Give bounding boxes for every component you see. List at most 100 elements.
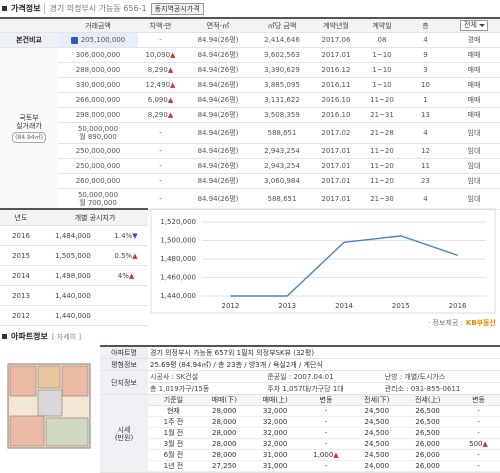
cell-text: -	[159, 147, 162, 155]
room	[37, 389, 63, 417]
y-tick-label: 1,520,000	[160, 218, 196, 226]
cell-text: 2,943,254	[264, 162, 300, 170]
cell-text: 84.94(26평)	[197, 129, 239, 137]
cell: 26,500	[402, 416, 454, 428]
cell-text: 1월 전	[163, 429, 184, 437]
cell: 50,000,000 월 700,000	[58, 188, 138, 210]
cell: 24,500	[351, 405, 403, 417]
cell: 24,000	[351, 460, 403, 472]
cell-text: 임대	[467, 162, 481, 170]
cell: 1년 전	[148, 460, 199, 472]
cell: -	[138, 188, 183, 210]
cell: 2017.01	[311, 173, 361, 189]
cell: 2,943,254	[253, 143, 311, 159]
column-header: 개별 공시지가	[42, 208, 148, 226]
price-body: 기준일 매매(下) 매매(上) 변동 전세(下) 전세(上) 변동 현재 28,000 32,00…	[148, 395, 500, 472]
group-label-line: 실거래가	[16, 122, 42, 130]
column-header: 전세(上)	[402, 395, 454, 406]
cell-text: 205,100,000	[80, 36, 126, 44]
cell: 3,885,095	[253, 77, 311, 93]
cell: 84.94(26평)	[183, 122, 253, 144]
cell-text: 3월 전	[163, 440, 184, 448]
cell: 84.94(26평)	[183, 107, 253, 123]
cell-text: 26,500	[415, 418, 440, 426]
cell: 500▲	[453, 438, 500, 450]
cell: -	[453, 427, 500, 439]
cell-text: -	[477, 429, 480, 437]
cell-text: 2013	[12, 291, 30, 300]
cell: 298,000,000	[58, 107, 138, 123]
row-label: 단지정보	[100, 370, 148, 395]
address: 경기 의정부시 가능동 656-1	[44, 3, 147, 14]
cell-text: 2017.02	[321, 129, 351, 137]
cell: 4	[403, 188, 448, 210]
y-tick-label: 1,480,000	[160, 255, 196, 263]
cell: 2,943,254	[253, 158, 311, 174]
cell-text: 2016.10	[321, 96, 351, 104]
cell-text: 24,500	[364, 451, 390, 459]
cell: 2017.01	[311, 47, 361, 63]
cell-text: 32,000	[262, 429, 288, 437]
filter-cell: 전체	[448, 17, 500, 33]
cell: -	[453, 416, 500, 428]
detail-link[interactable]: [ 자세히 ]	[51, 332, 82, 341]
cell-text: 11~20	[370, 96, 394, 104]
trade-table: 거래금액 차액-만 면적-㎡ ㎡당 금액 계약년월 계약일 층 전체 본건비교 205,100,0…	[0, 17, 500, 210]
cell: 8,290▲	[138, 107, 183, 123]
cell-text: 1,498,000	[55, 271, 91, 280]
land-price-button[interactable]: 동지역공시가격	[150, 2, 204, 15]
trade-row: 266,000,000 6,090▲ 84.94(26평) 3,131,622 2016…	[0, 92, 500, 108]
change-mark: ▲	[167, 111, 174, 119]
cell-text: -	[159, 195, 162, 203]
cell-text: 588,651	[267, 195, 297, 203]
cell-text: 306,000,000	[75, 51, 121, 59]
column-header: 변동	[453, 395, 500, 406]
cell: 10	[403, 77, 448, 93]
cell-text: 3,508,359	[264, 111, 300, 119]
cell-text: -	[477, 462, 480, 470]
cell: 1~10	[361, 77, 403, 93]
column-header: 층	[403, 17, 448, 33]
cell: 3월 전	[148, 438, 199, 450]
cell-text: 면적-㎡	[206, 21, 230, 30]
cell-text: 13	[421, 111, 430, 119]
cell-text: 계약일	[372, 21, 392, 30]
cell-text: 2016.11	[321, 81, 351, 89]
column-header: 변동	[300, 395, 352, 406]
group-label-line: 국토부	[19, 114, 39, 122]
cell: 588,651	[253, 122, 311, 144]
row-label-line: 시세	[117, 425, 131, 434]
row-value: 25.69평 (84.94㎡) / 총 23층 / 방3개 / 욕실2개 / 계…	[148, 358, 500, 371]
cell-text: -	[159, 36, 162, 44]
cell-text: 84.94(26평)	[197, 96, 239, 104]
cell: 2015	[0, 245, 42, 266]
room	[9, 365, 37, 397]
cell: 6월 전	[148, 449, 199, 461]
cell: 1,498,000	[42, 265, 104, 286]
cell: 13	[403, 107, 448, 123]
cell: 12	[403, 143, 448, 159]
cell: 26,000	[402, 460, 454, 472]
cell-text: 12	[421, 147, 430, 155]
cell	[104, 305, 148, 326]
cell-text: 2,943,254	[264, 147, 300, 155]
complex-row: 총 1,019가구/15동 주차 1,057대/가구당 1대 관리소 : 031-8…	[100, 382, 500, 395]
cell-text: -	[324, 462, 328, 470]
land-price-chart: 1,440,000 1,460,000 1,480,000 1,500,000 1,52…	[150, 208, 496, 314]
column-header: 차액-만	[138, 17, 183, 33]
column-header: 거래금액	[58, 17, 138, 33]
footnote-label: · 정보제공 :	[428, 319, 463, 327]
cell-text: 23	[421, 177, 430, 185]
cell: 2017.01	[311, 143, 361, 159]
section-title: 가격정보	[11, 4, 41, 13]
cell-text: 28,000	[212, 440, 237, 448]
filter-select[interactable]: 전체	[460, 20, 488, 31]
cell: 266,000,000	[58, 92, 138, 108]
cell: 매매	[448, 77, 500, 93]
subject-label: 본건비교	[0, 32, 58, 48]
cell-text: 32,000	[262, 440, 288, 448]
cell-text: -	[324, 440, 328, 448]
cell: 24,500	[351, 416, 403, 428]
cell: 10,090▲	[138, 47, 183, 63]
